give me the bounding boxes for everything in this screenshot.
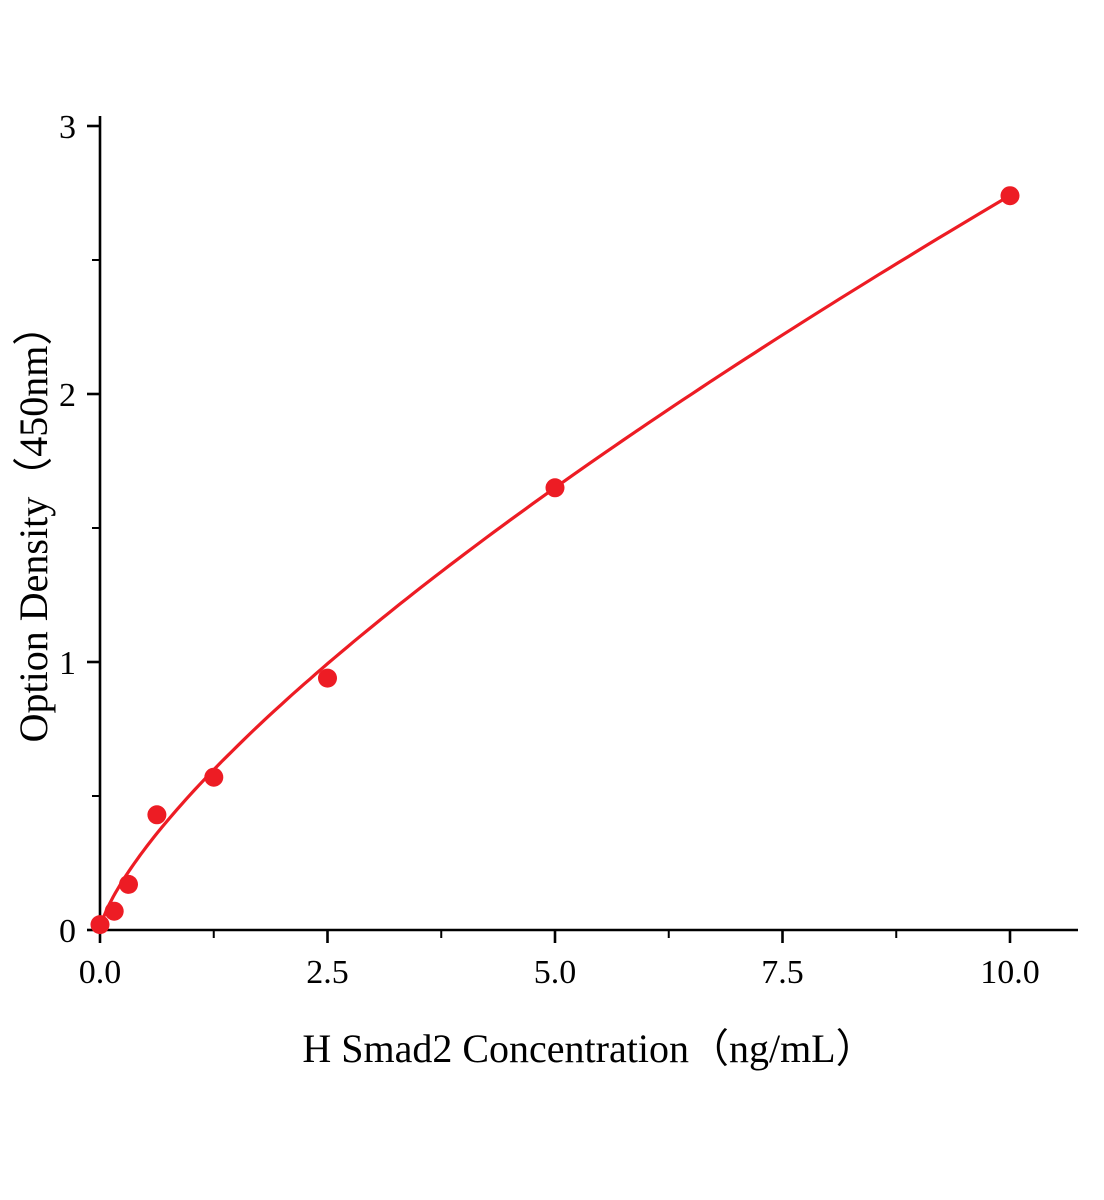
- y-tick-label: 0: [59, 913, 76, 950]
- x-axis-label: H Smad2 Concentration（ng/mL）: [302, 1026, 876, 1071]
- y-tick-label: 3: [59, 109, 76, 146]
- x-tick-label: 0.0: [79, 954, 122, 991]
- x-tick-label: 7.5: [761, 954, 804, 991]
- y-tick-label: 1: [59, 645, 76, 682]
- data-point: [318, 668, 337, 688]
- data-point: [204, 767, 224, 787]
- x-tick-label: 2.5: [306, 954, 349, 991]
- data-point: [1000, 186, 1020, 206]
- x-tick-label: 10.0: [980, 954, 1040, 991]
- y-tick-label: 2: [59, 377, 76, 414]
- data-point: [104, 901, 124, 921]
- fit-curve: [98, 193, 1012, 932]
- data-point: [545, 478, 565, 498]
- data-point: [90, 915, 110, 935]
- x-tick-label: 5.0: [534, 954, 577, 991]
- data-point: [119, 874, 138, 894]
- y-axis-label: Option Density（450nm）: [11, 305, 56, 743]
- data-point: [147, 805, 167, 825]
